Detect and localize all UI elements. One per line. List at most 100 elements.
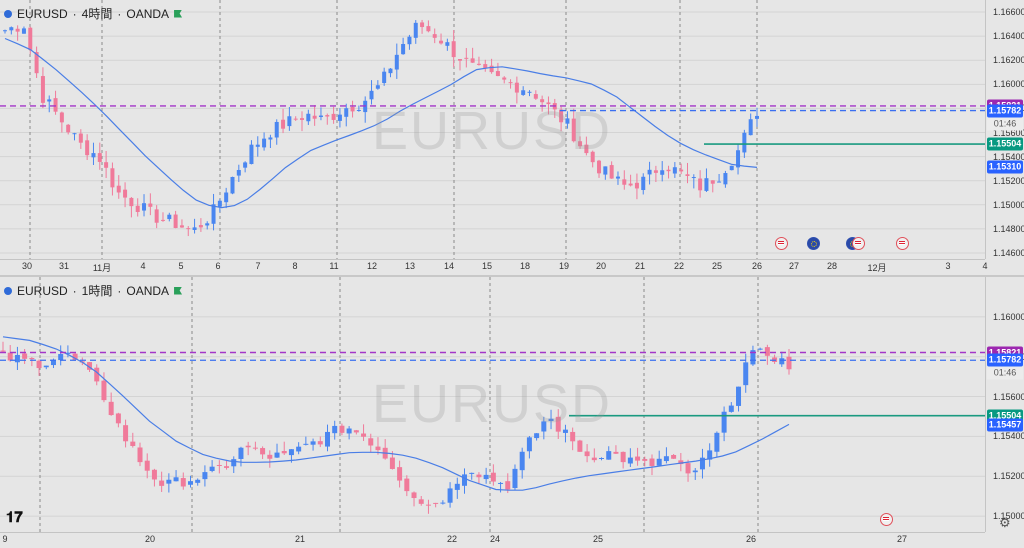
candle — [469, 472, 475, 480]
candle — [541, 416, 547, 440]
candle — [167, 212, 172, 222]
candle — [433, 502, 439, 508]
candle — [521, 86, 526, 96]
candle — [211, 193, 216, 231]
chart-pane-1h[interactable]: EURUSD EURUSD · 1時間 · OANDA ⚙ 1.16000 1.1… — [0, 277, 1024, 548]
candle — [144, 453, 150, 479]
candle — [142, 194, 147, 217]
candle — [426, 20, 431, 33]
gear-icon[interactable]: ⚙ — [999, 515, 1011, 530]
candle — [679, 163, 684, 175]
candle — [546, 96, 551, 115]
price-axis-4h[interactable]: 1.166001.164001.162001.160001.158001.156… — [985, 0, 1024, 259]
candle — [116, 175, 121, 199]
market-status-icon — [174, 9, 183, 18]
price-tick-label: 1.15600 — [993, 127, 1024, 138]
candle — [262, 132, 267, 151]
candle — [300, 111, 305, 132]
candle — [339, 423, 345, 436]
candle — [72, 352, 78, 361]
candle — [660, 161, 665, 182]
candle — [418, 495, 424, 506]
candle — [47, 95, 52, 113]
candle — [21, 26, 26, 34]
price-axis-1h[interactable]: ⚙ 1.160001.158001.156001.154001.152001.1… — [985, 277, 1024, 532]
time-axis-1h[interactable]: 9 20 21 22 24 25 26 27 — [0, 532, 985, 547]
candle — [123, 419, 129, 448]
candle — [743, 353, 749, 393]
candle — [571, 108, 576, 143]
candle — [757, 347, 763, 351]
candle — [464, 48, 469, 68]
price-tick-label: 1.16400 — [993, 31, 1024, 42]
candle — [483, 59, 488, 72]
us-event-icon[interactable] — [852, 237, 865, 250]
price-tick-label: 1.16000 — [993, 79, 1024, 90]
candle — [72, 132, 77, 141]
candle — [101, 372, 107, 403]
candle — [65, 345, 71, 358]
candle — [252, 441, 258, 451]
candle — [634, 173, 639, 200]
candle — [642, 456, 648, 467]
plot-area-1h[interactable]: EURUSD EURUSD · 1時間 · OANDA — [0, 277, 985, 532]
chart-pane-4h[interactable]: EURUSD EURUSD · 4時間 · OANDA 1.16600 1.164… — [0, 0, 1024, 277]
chart-legend[interactable]: EURUSD · 1時間 · OANDA — [4, 282, 183, 299]
candle — [685, 459, 691, 482]
tradingview-logo-icon[interactable]: 𝟏𝟕 — [6, 509, 23, 526]
candle — [34, 46, 39, 78]
candle — [615, 171, 620, 185]
candle — [540, 95, 545, 112]
time-tick-label: 12月 — [867, 263, 887, 273]
plot-area-4h[interactable]: EURUSD EURUSD · 4時間 · OANDA — [0, 0, 985, 259]
us-event-icon[interactable] — [775, 237, 788, 250]
candle — [281, 441, 287, 456]
candle — [337, 108, 342, 128]
price-badge: 1.15782 — [987, 353, 1023, 367]
candle — [728, 402, 734, 413]
candle — [671, 454, 677, 459]
price-tick-label: 1.15000 — [993, 511, 1024, 522]
price-badge: 1.15782 — [987, 104, 1023, 118]
candle — [135, 198, 140, 217]
candle — [129, 197, 134, 218]
candle — [599, 457, 605, 461]
candle — [606, 446, 612, 460]
candle — [570, 427, 576, 451]
us-event-icon[interactable] — [896, 237, 909, 250]
chart-legend[interactable]: EURUSD · 4時間 · OANDA — [4, 5, 183, 22]
legend-symbol: EURUSD — [17, 283, 68, 298]
candle — [470, 47, 475, 63]
candle — [274, 119, 279, 145]
candle — [498, 481, 504, 493]
time-tick-label: 18 — [519, 261, 531, 271]
candle — [209, 460, 215, 473]
candle — [736, 386, 742, 412]
candle — [508, 79, 513, 89]
candlestick-chart-1h[interactable] — [0, 277, 985, 532]
countdown-badge: 01:46 — [987, 117, 1023, 131]
candle — [267, 450, 273, 468]
candle — [7, 345, 13, 362]
time-tick-label: 20 — [595, 261, 607, 271]
eu-event-icon[interactable] — [807, 237, 820, 250]
legend-interval: 4時間 — [81, 7, 113, 21]
moving-average-line — [4, 37, 758, 209]
candle — [622, 170, 627, 190]
us-event-icon[interactable] — [880, 513, 893, 526]
candle — [447, 482, 453, 508]
candle — [159, 471, 165, 492]
time-tick-label: 22 — [673, 261, 685, 271]
candle — [173, 470, 179, 482]
candle — [281, 108, 286, 134]
time-axis-4h[interactable]: 30 31 11月 4 5 6 7 8 11 12 13 14 15 18 19 20 21 22 25 26 27 28… — [0, 259, 988, 274]
candle — [476, 56, 481, 66]
countdown-badge: 01:46 — [987, 366, 1023, 380]
candle — [451, 30, 456, 68]
candle — [202, 465, 208, 487]
candle — [635, 447, 641, 466]
candle — [375, 80, 380, 90]
price-badge: 1.15310 — [987, 160, 1023, 174]
candle — [562, 424, 568, 443]
candlestick-chart-4h[interactable] — [0, 0, 985, 259]
